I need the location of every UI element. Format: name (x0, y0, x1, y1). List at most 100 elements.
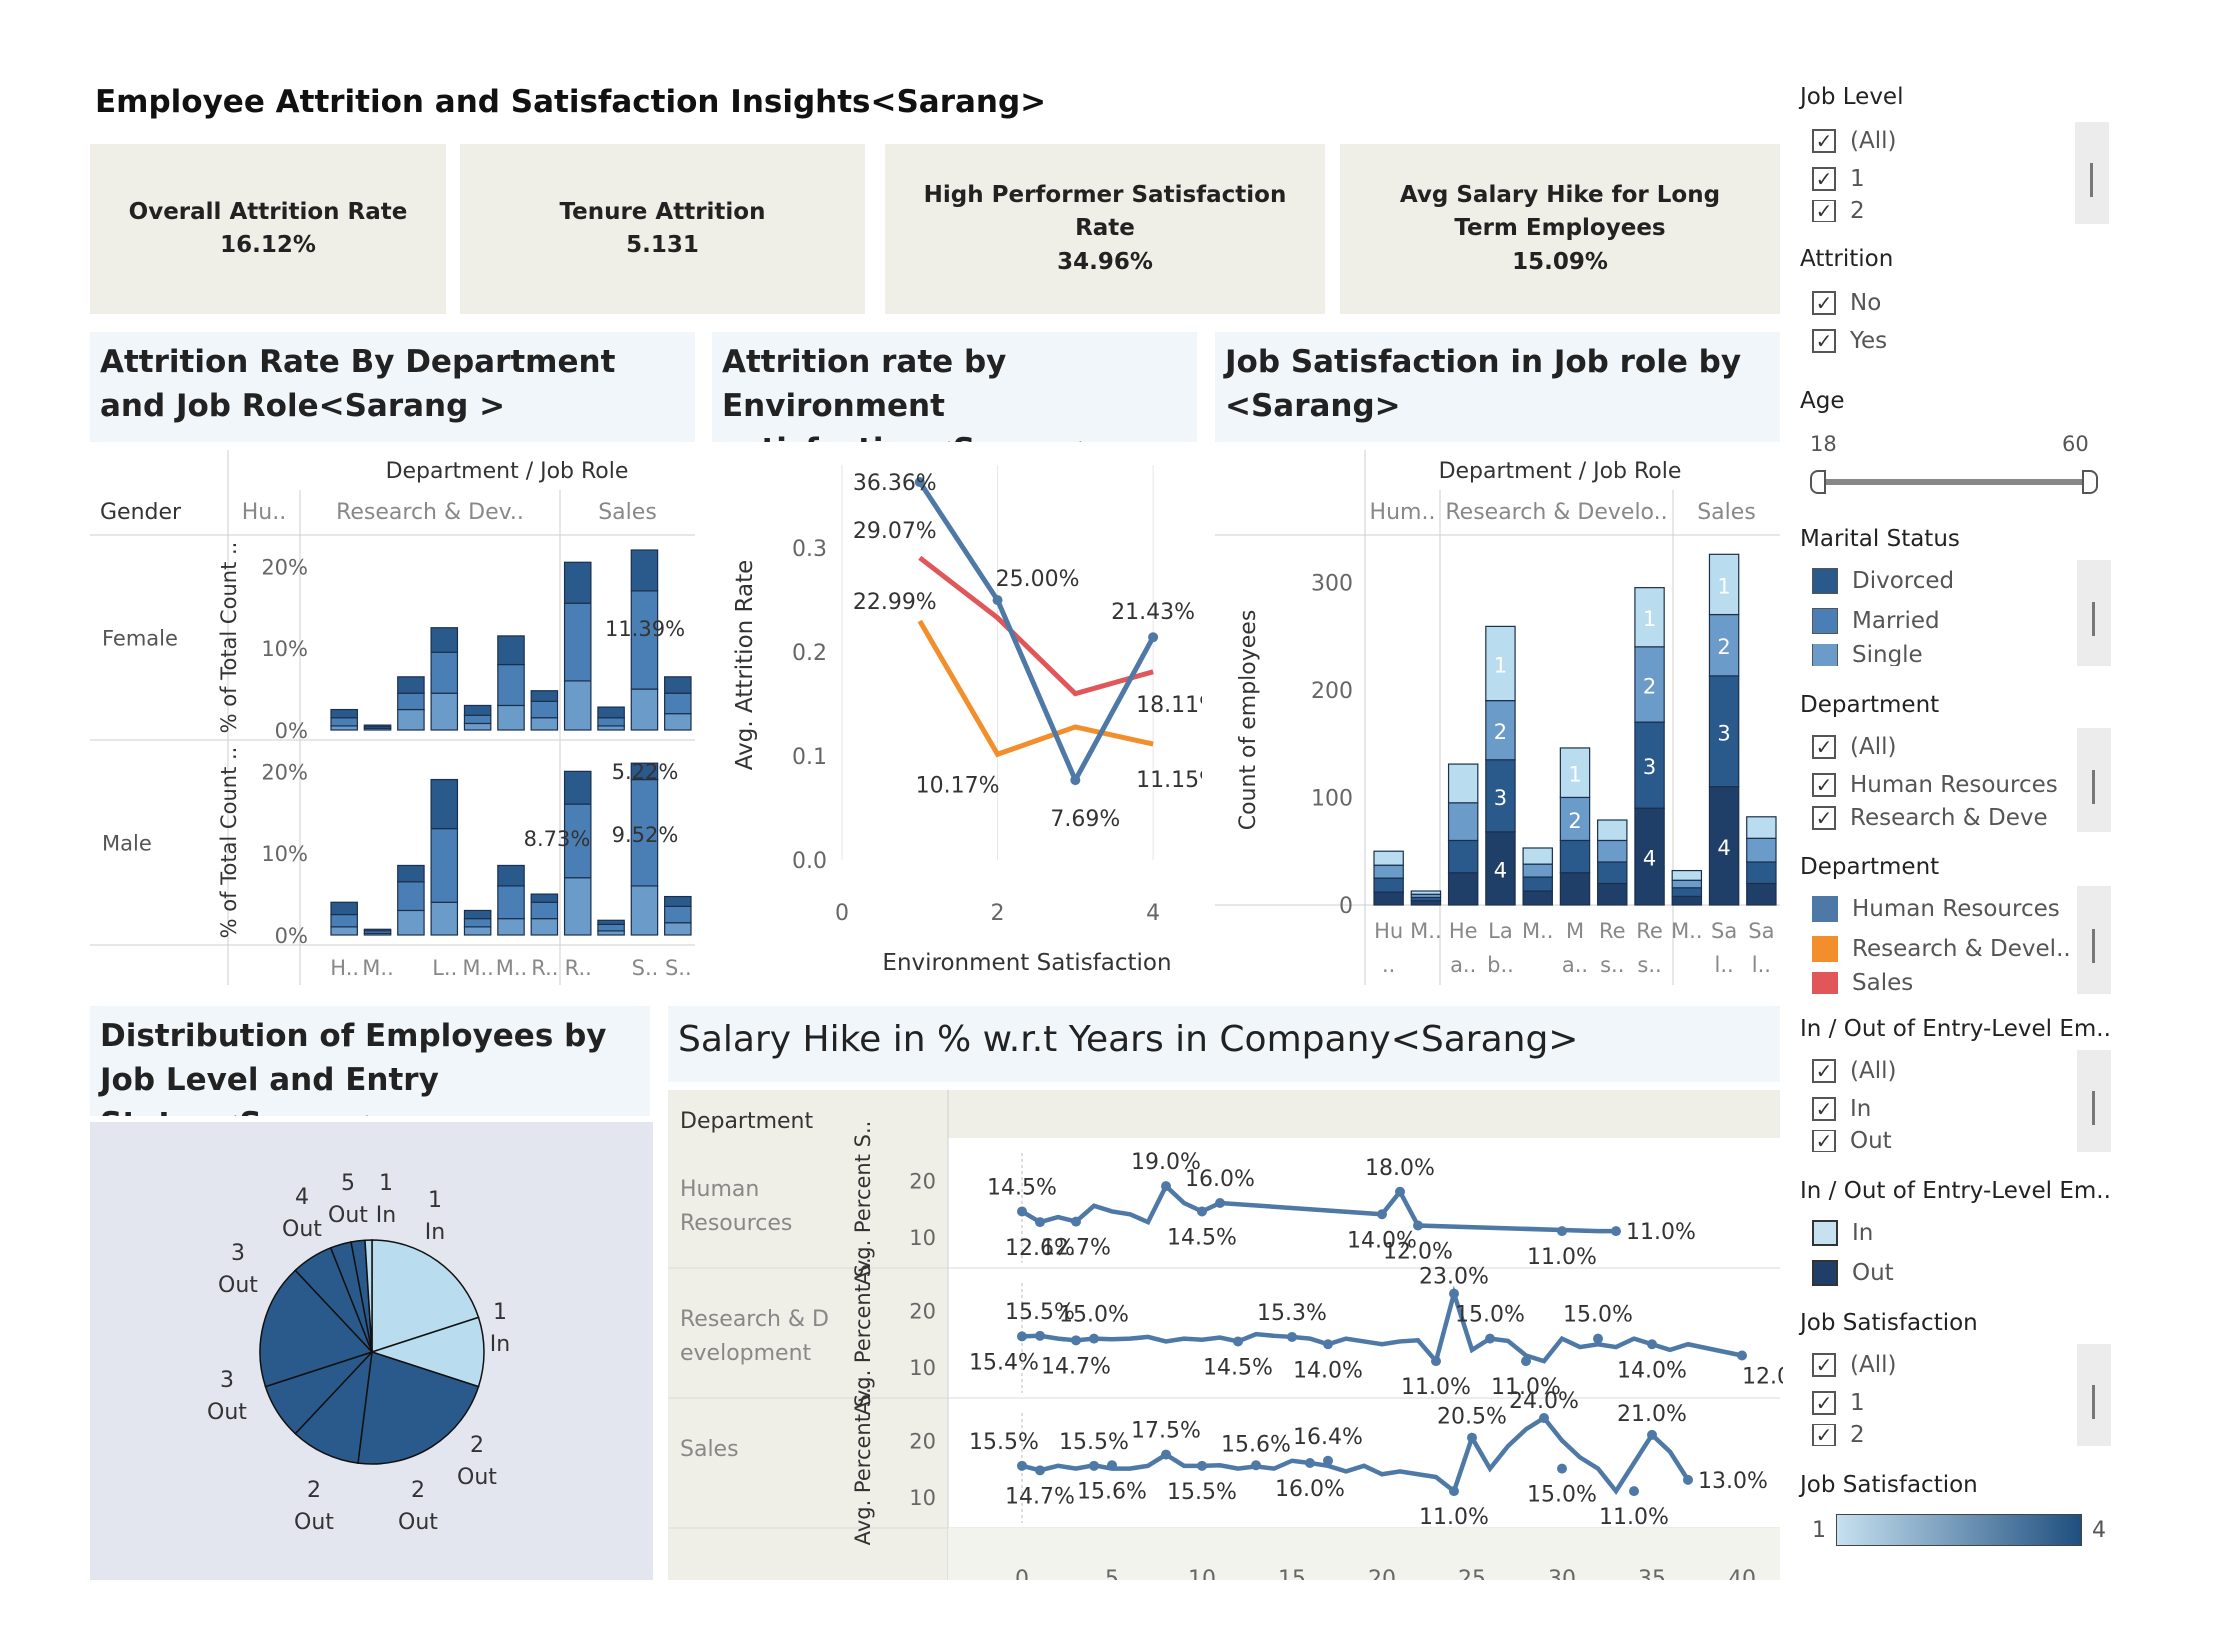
data-point (1467, 1432, 1477, 1443)
pie-slice (259, 1269, 374, 1388)
bar-segment (1597, 882, 1628, 906)
panel-title-salary-hike: Salary Hike in % w.r.t Years in Company<… (668, 1006, 1780, 1082)
legend-marital-divorced[interactable]: Divorced (1812, 566, 1954, 596)
kpi-high-performer[interactable]: High Performer Satisfaction Rate 34.96% (885, 144, 1325, 314)
filter-department-all[interactable]: ✓ (All) (1812, 732, 1896, 762)
slice-label-number: 1 (379, 1171, 393, 1196)
age-slider-max-handle[interactable] (2082, 470, 2098, 494)
bar-segment (563, 680, 592, 731)
legend-department-rd[interactable]: Research & Devel.. (1812, 934, 2071, 964)
dashboard-title: Employee Attrition and Satisfaction Insi… (95, 84, 1047, 120)
data-point (1017, 1206, 1027, 1217)
filter-entry-all[interactable]: ✓ (All) (1812, 1056, 1896, 1086)
filter-job-sat-1[interactable]: ✓ 1 (1812, 1388, 1865, 1418)
data-label: 9.52% (612, 823, 679, 847)
bar-segment (430, 627, 459, 653)
bar-segment (630, 549, 659, 592)
bar-segment (664, 676, 692, 694)
bar-segment (330, 725, 358, 731)
legend-department-sales[interactable]: Sales (1812, 972, 1913, 994)
scrollbar[interactable] (2077, 1050, 2111, 1152)
bar-segment (630, 762, 659, 781)
filter-attrition-no[interactable]: ✓ No (1812, 288, 1881, 318)
bar-segment (1410, 900, 1442, 906)
filter-entry-in[interactable]: ✓ In (1812, 1094, 1871, 1124)
legend-label: Divorced (1852, 568, 1955, 594)
filter-job-level-all[interactable]: ✓ (All) (1812, 126, 1896, 156)
scrollbar[interactable] (2077, 560, 2111, 666)
data-point (1557, 1226, 1567, 1237)
slice-label-status: Out (218, 1273, 258, 1298)
legend-marital-single[interactable]: Single (1812, 644, 1923, 666)
filter-title-attrition: Attrition (1800, 246, 1894, 272)
kpi-value: 34.96% (1057, 248, 1153, 275)
role-label: M.. (362, 956, 393, 980)
bar-segment (597, 923, 625, 932)
filter-label: Yes (1850, 328, 1888, 354)
y-tick-label: 10 (909, 1226, 936, 1250)
series-line (917, 480, 1156, 786)
legend-department-hr[interactable]: Human Resources (1812, 894, 2060, 924)
age-slider-track[interactable] (1818, 479, 2088, 485)
department-label: Research & Develo.. (1445, 500, 1667, 525)
data-label: 14.0% (1347, 1228, 1417, 1253)
data-point (1521, 1356, 1531, 1367)
role-label: l.. (1714, 953, 1733, 977)
data-point (1323, 1455, 1333, 1466)
bar-segment (530, 700, 559, 719)
data-label: 20.5% (1437, 1405, 1507, 1430)
bar-segment (630, 885, 659, 936)
legend-entry-out[interactable]: Out (1812, 1258, 1894, 1288)
bar-segment (463, 909, 492, 920)
data-label: 15.5% (1167, 1480, 1237, 1505)
segment-label: 3 (1494, 786, 1507, 810)
bar-segment (463, 722, 492, 731)
filter-department-hr[interactable]: ✓ Human Resources (1812, 770, 2058, 800)
data-label: 23.0% (1419, 1265, 1489, 1290)
legend-entry-in[interactable]: In (1812, 1218, 1873, 1248)
filter-department-rd[interactable]: ✓ Research & Deve (1812, 806, 2048, 830)
kpi-avg-salary-hike[interactable]: Avg Salary Hike for Long Term Employees … (1340, 144, 1780, 314)
data-label: 14.5% (987, 1175, 1057, 1200)
checkbox-icon: ✓ (1812, 291, 1836, 315)
filter-entry-out[interactable]: ✓ Out (1812, 1130, 1892, 1152)
bar-segment (1671, 895, 1703, 906)
bar-segment (497, 704, 525, 731)
data-point (1647, 1429, 1657, 1440)
header-label: Department / Job Role (386, 459, 629, 484)
kpi-attrition-rate[interactable]: Overall Attrition Rate 16.12% (90, 144, 446, 314)
role-label: M.. (496, 956, 527, 980)
filter-job-sat-all[interactable]: ✓ (All) (1812, 1350, 1896, 1380)
data-point (1557, 1463, 1567, 1474)
filter-job-level-1[interactable]: ✓ 1 (1812, 164, 1865, 194)
scrollbar[interactable] (2077, 1344, 2111, 1446)
filter-job-level-2[interactable]: ✓ 2 (1812, 200, 1865, 222)
legend-title-department: Department (1800, 854, 1940, 880)
scrollbar[interactable] (2077, 728, 2111, 832)
filter-title-job-satisfaction: Job Satisfaction (1800, 1310, 1978, 1336)
department-label: Research & Dev.. (336, 500, 524, 525)
age-slider-min-handle[interactable] (1810, 470, 1826, 494)
data-point (992, 595, 1003, 606)
legend-label: Single (1852, 644, 1923, 666)
env-satisfaction-chart: 0.3 0.2 0.1 0.0 0 2 4 Environment Satisfaction A… (732, 465, 1202, 976)
filter-job-sat-2[interactable]: ✓ 2 (1812, 1424, 1865, 1446)
bar-segment (397, 708, 425, 731)
x-tick-label: 30 (1548, 1567, 1576, 1580)
bar-segment (1708, 553, 1740, 616)
legend-title-job-satisfaction: Job Satisfaction (1800, 1472, 1978, 1498)
row-label: Resources (680, 1211, 792, 1236)
data-point (1251, 1460, 1261, 1471)
legend-marital-married[interactable]: Married (1812, 606, 1940, 636)
scrollbar[interactable] (2077, 886, 2111, 994)
scrollbar[interactable] (2075, 122, 2109, 224)
bar-segment (497, 918, 525, 936)
bar-segment (530, 901, 559, 920)
role-label: a.. (1562, 953, 1588, 977)
filter-attrition-yes[interactable]: ✓ Yes (1812, 326, 1887, 356)
bar-segment (1522, 876, 1553, 892)
role-label: l.. (1752, 953, 1771, 977)
bar-segment (1522, 863, 1553, 878)
kpi-tenure-attrition[interactable]: Tenure Attrition 5.131 (460, 144, 865, 314)
data-label: 5.22% (612, 760, 679, 784)
